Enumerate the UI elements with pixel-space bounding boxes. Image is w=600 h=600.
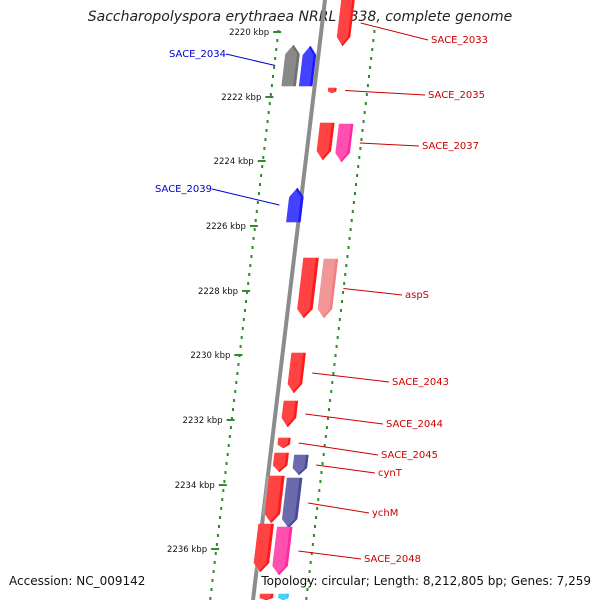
gene-highlight bbox=[270, 453, 287, 472]
gene-sace-2039[interactable] bbox=[286, 187, 304, 223]
kbp-tick-label: 2228 kbp bbox=[198, 287, 238, 297]
gene-feature[interactable] bbox=[264, 475, 285, 524]
gene-sace-2043[interactable] bbox=[287, 352, 306, 394]
gene-labels: SACE_2033 SACE_2034 SACE_2035 SACE_2037 SACE… bbox=[155, 22, 488, 565]
gene-highlight bbox=[285, 353, 304, 393]
gene-feature[interactable] bbox=[297, 257, 319, 319]
label-leader-line bbox=[360, 22, 429, 41]
label-leader-line bbox=[359, 142, 420, 147]
gene-label[interactable]: SACE_2033 bbox=[431, 35, 488, 46]
gene-highlight bbox=[326, 88, 335, 93]
gene-feature[interactable] bbox=[278, 593, 289, 600]
gene-highlight bbox=[296, 46, 314, 86]
label-leader-line bbox=[298, 442, 379, 456]
gene-feature[interactable] bbox=[316, 122, 335, 161]
kbp-tick-label: 2230 kbp bbox=[190, 351, 230, 361]
gene-sace-2034[interactable] bbox=[281, 44, 300, 87]
gene-feature[interactable] bbox=[253, 523, 274, 573]
kbp-ticks: 2220 kbp 2222 kbp 2224 kbp 2226 kbp 2228 kbp… bbox=[167, 28, 282, 555]
gene-label[interactable]: ychM bbox=[372, 508, 398, 519]
gene-sace-2045[interactable] bbox=[277, 437, 291, 449]
gene-highlight bbox=[294, 258, 316, 318]
gene-sace-2044[interactable] bbox=[281, 400, 299, 428]
gene-highlight bbox=[283, 188, 301, 222]
gene-label[interactable]: SACE_2043 bbox=[392, 377, 449, 388]
gene-label[interactable]: cynT bbox=[378, 468, 403, 479]
gene-asps[interactable] bbox=[317, 258, 339, 319]
kbp-tick-label: 2220 kbp bbox=[229, 28, 269, 38]
label-leader-line bbox=[225, 53, 276, 66]
gene-highlight bbox=[334, 0, 353, 46]
accession-label: Accession: NC_009142 bbox=[9, 574, 146, 588]
kbp-tick-label: 2232 kbp bbox=[183, 416, 223, 426]
gene-sace-2035[interactable] bbox=[327, 87, 337, 94]
gene-cynt[interactable] bbox=[292, 454, 309, 476]
gene-highlight bbox=[333, 124, 351, 162]
gene-label[interactable]: aspS bbox=[405, 290, 429, 301]
gene-highlight bbox=[270, 527, 290, 575]
gene-feature[interactable] bbox=[298, 45, 317, 87]
gene-highlight bbox=[290, 455, 306, 475]
kbp-tick-label: 2226 kbp bbox=[206, 222, 246, 232]
gene-label[interactable]: SACE_2044 bbox=[386, 419, 443, 430]
gene-feature[interactable] bbox=[272, 452, 289, 473]
gene-highlight bbox=[275, 438, 289, 448]
gene-highlight bbox=[276, 594, 287, 600]
genome-backbone bbox=[251, 0, 327, 600]
label-leader-line bbox=[308, 502, 370, 514]
gene-features bbox=[251, 0, 355, 600]
kbp-tick-label: 2234 kbp bbox=[175, 481, 215, 491]
label-leader-line bbox=[305, 413, 384, 425]
label-leader-line bbox=[211, 188, 280, 206]
label-leader-line bbox=[345, 90, 426, 96]
gene-highlight bbox=[251, 524, 271, 572]
gene-label[interactable]: SACE_2037 bbox=[422, 141, 479, 152]
gene-label[interactable]: SACE_2048 bbox=[364, 554, 421, 565]
gene-label[interactable]: SACE_2034 bbox=[169, 49, 226, 60]
gene-ychm[interactable] bbox=[281, 477, 303, 529]
gene-feature[interactable] bbox=[259, 593, 274, 600]
gene-highlight bbox=[279, 45, 298, 86]
gene-highlight bbox=[257, 594, 271, 600]
gene-highlight bbox=[279, 478, 300, 528]
label-leader-line bbox=[298, 550, 362, 560]
right-tick-track bbox=[305, 30, 376, 600]
gene-label[interactable]: SACE_2045 bbox=[381, 450, 438, 461]
gene-label[interactable]: SACE_2039 bbox=[155, 184, 212, 195]
label-leader-line bbox=[316, 464, 376, 474]
gene-sace-2033[interactable] bbox=[336, 0, 355, 47]
label-leader-line bbox=[312, 372, 390, 383]
gene-highlight bbox=[279, 401, 296, 427]
gene-label[interactable]: SACE_2035 bbox=[428, 90, 485, 101]
gene-highlight bbox=[315, 259, 336, 318]
gene-highlight bbox=[314, 123, 332, 160]
label-leader-line bbox=[343, 288, 403, 296]
gene-highlight bbox=[262, 476, 282, 523]
genome-summary: Topology: circular; Length: 8,212,805 bp… bbox=[261, 574, 591, 588]
kbp-tick-label: 2236 kbp bbox=[167, 545, 207, 555]
kbp-tick-label: 2222 kbp bbox=[221, 93, 261, 103]
gene-sace-2048[interactable] bbox=[272, 526, 293, 576]
kbp-tick-label: 2224 kbp bbox=[214, 157, 254, 167]
map-title: Saccharopolyspora erythraea NRRL 2338, c… bbox=[87, 9, 513, 25]
gene-sace-2037[interactable] bbox=[335, 123, 354, 163]
